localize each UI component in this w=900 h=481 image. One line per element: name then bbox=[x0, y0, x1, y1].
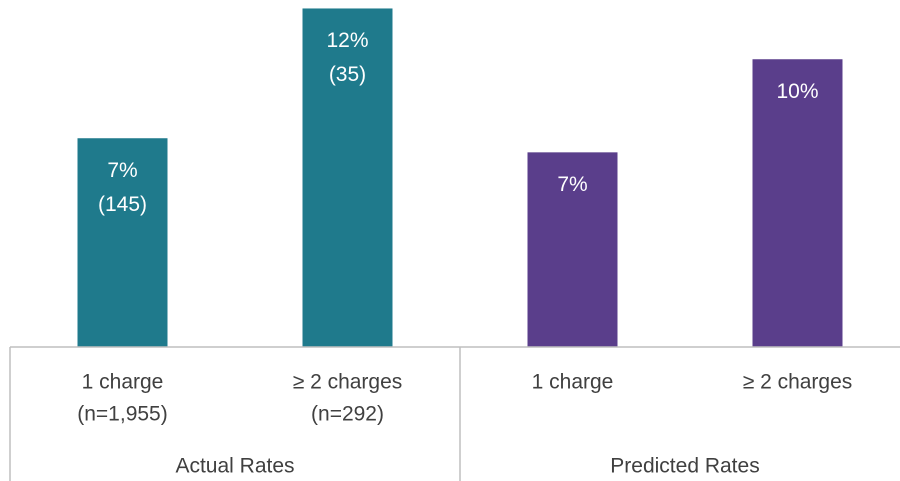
group-label: Predicted Rates bbox=[610, 455, 759, 478]
bar bbox=[302, 8, 393, 348]
x-tick-note: (n=1,955) bbox=[77, 403, 167, 426]
bar bbox=[77, 138, 168, 347]
count-label: (35) bbox=[329, 63, 366, 86]
value-label: 7% bbox=[107, 159, 137, 182]
x-tick-note: (n=292) bbox=[311, 403, 384, 426]
group-label: Actual Rates bbox=[175, 455, 294, 478]
bar bbox=[752, 59, 843, 348]
x-tick-label: 1 charge bbox=[532, 371, 614, 394]
count-label: (145) bbox=[98, 193, 147, 216]
x-tick-label: 1 charge bbox=[82, 371, 164, 394]
x-tick-label: ≥ 2 charges bbox=[293, 371, 403, 394]
value-label: 12% bbox=[326, 29, 368, 52]
value-label: 10% bbox=[776, 80, 818, 103]
value-label: 7% bbox=[557, 173, 587, 196]
x-tick-label: ≥ 2 charges bbox=[743, 371, 853, 394]
bar bbox=[527, 152, 618, 347]
